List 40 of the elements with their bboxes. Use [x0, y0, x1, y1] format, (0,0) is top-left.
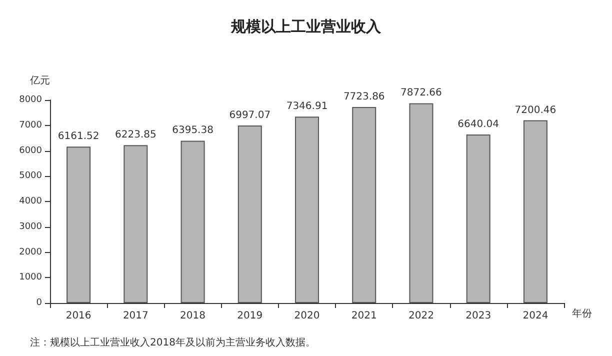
- y-tick-label: 1000: [19, 272, 42, 283]
- y-tick-label: 3000: [19, 222, 42, 232]
- y-tick-label: 2000: [19, 247, 42, 258]
- data-label: 6997.07: [229, 110, 271, 121]
- x-axis-title: 年份: [572, 308, 592, 320]
- y-tick-label: 6000: [19, 146, 42, 156]
- x-tick-label: 2016: [66, 310, 92, 322]
- bar: [124, 145, 148, 303]
- data-label: 6640.04: [458, 119, 500, 130]
- y-tick-label: 0: [36, 298, 42, 308]
- y-axis-title: 亿元: [29, 76, 50, 86]
- x-tick-label: 2023: [466, 310, 492, 322]
- y-tick-label: 4000: [19, 196, 42, 206]
- bar: [466, 134, 490, 303]
- bar: [66, 146, 91, 303]
- data-label: 6223.85: [114, 130, 156, 141]
- chart-title: 规模以上工业营业收入: [230, 18, 382, 36]
- x-tick-label: 2024: [522, 310, 548, 322]
- text: 注：规模以上工业营业收入2018年及以前为主营业务收入数据。: [30, 336, 316, 348]
- x-tick-label: 2018: [180, 310, 206, 322]
- data-label: 6395.38: [172, 125, 214, 136]
- y-tick-label: 8000: [19, 95, 42, 105]
- x-tick-label: 2019: [237, 310, 263, 322]
- bar: [523, 120, 548, 303]
- data-label: 7200.46: [514, 104, 556, 116]
- bar: [352, 107, 376, 303]
- x-tick-label: 2020: [294, 310, 320, 322]
- bar: [180, 140, 205, 303]
- bar: [295, 116, 319, 303]
- y-tick-label: 7000: [19, 120, 42, 130]
- data-label: 7723.86: [343, 92, 385, 103]
- x-tick-label: 2022: [408, 310, 434, 322]
- data-label: 7872.66: [400, 88, 442, 99]
- data-label: 6161.52: [58, 131, 100, 142]
- bar: [409, 103, 434, 303]
- bar: [238, 125, 262, 303]
- x-tick-label: 2017: [122, 310, 148, 322]
- y-tick-label: 5000: [19, 171, 42, 182]
- x-tick-label: 2021: [351, 310, 377, 322]
- data-label: 7346.91: [286, 101, 328, 112]
